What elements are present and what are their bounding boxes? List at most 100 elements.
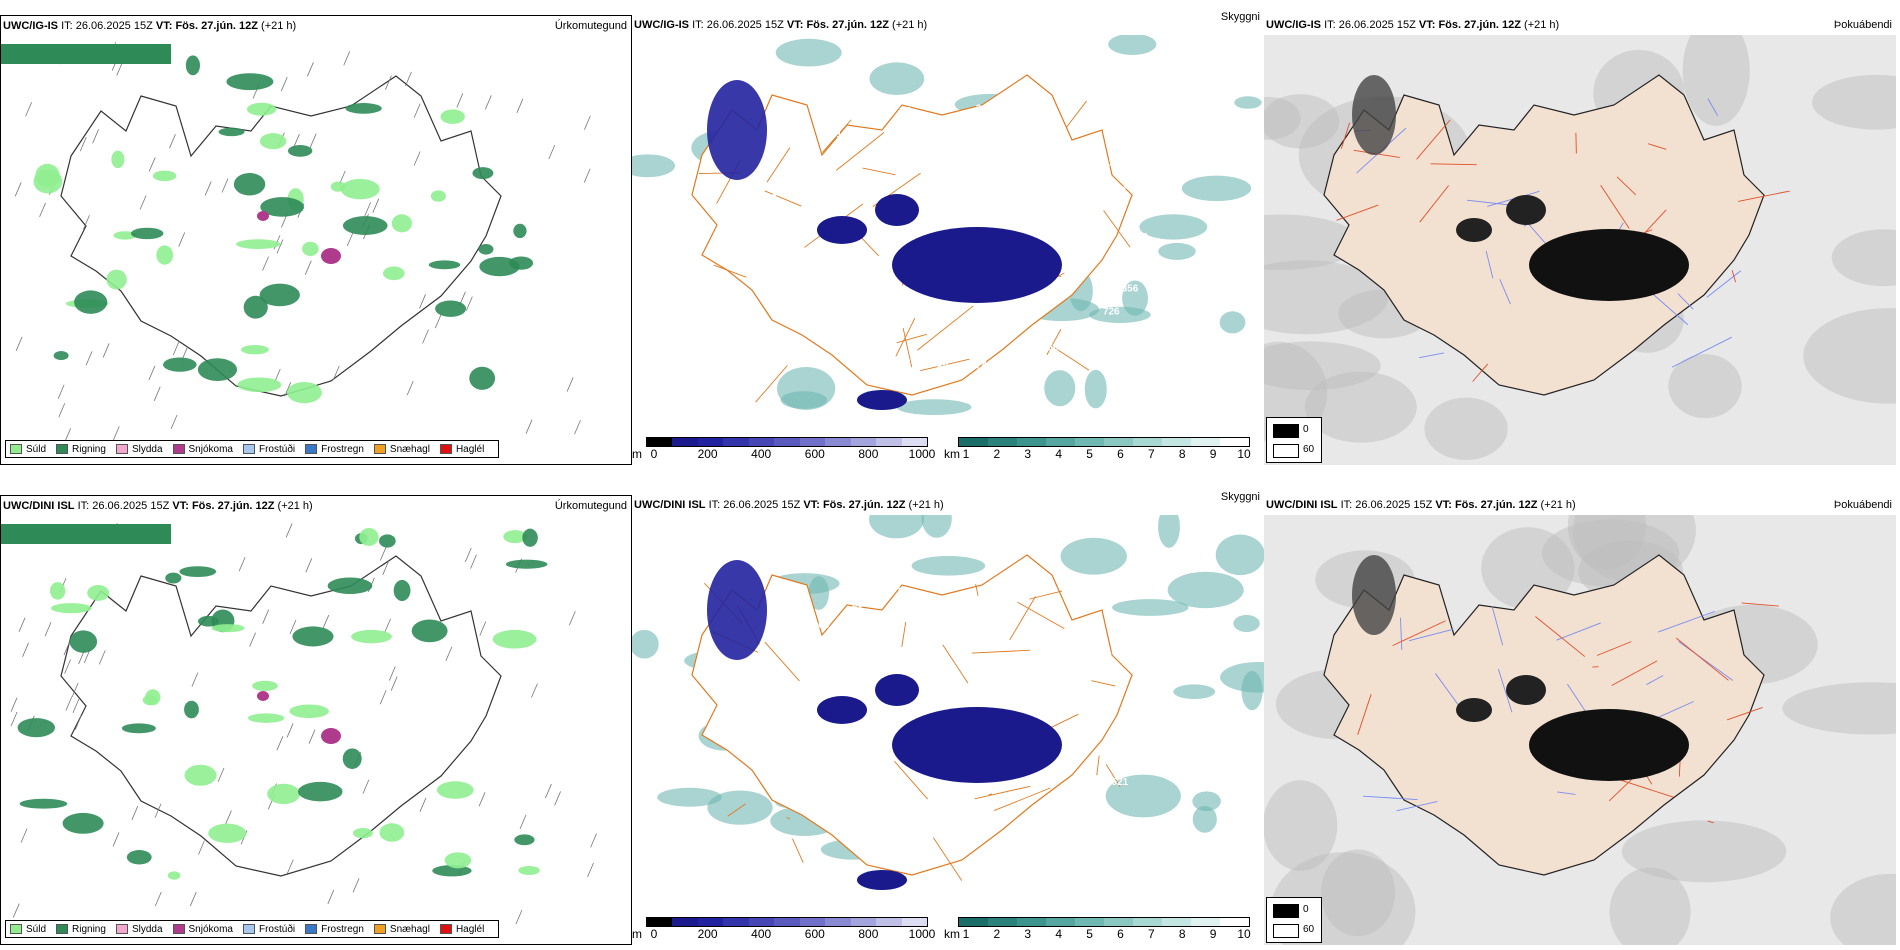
- legend-label: Rigning: [72, 443, 106, 455]
- cloudbase-label: 78: [766, 271, 778, 282]
- road-line: [1430, 163, 1477, 166]
- it-label: IT:: [1340, 499, 1353, 511]
- cloudbase-label: 60: [1048, 342, 1060, 353]
- colorbar-segment: [850, 918, 877, 926]
- wind-barb: [22, 642, 29, 657]
- precip-area: [478, 243, 494, 255]
- road-line: [1596, 641, 1632, 656]
- model-name: UWC/IG-IS: [1266, 19, 1321, 31]
- colorbar-segment: [1162, 918, 1191, 926]
- colorbar-tick: 6: [1117, 927, 1124, 941]
- precip-area: [113, 231, 137, 240]
- cloudbase-label: 67: [831, 335, 843, 346]
- precip-area: [257, 691, 269, 701]
- wind-barb: [217, 767, 225, 783]
- visibility-area: [869, 515, 924, 539]
- wind-barb: [131, 805, 139, 821]
- colorbar-segment: [1133, 918, 1162, 926]
- legend-label-bottom: 60: [1303, 924, 1315, 935]
- visibility-area: [1192, 805, 1217, 833]
- colorbar-segment: [1104, 438, 1133, 446]
- wind-barb: [262, 256, 269, 271]
- colorbar-segment: [901, 438, 927, 446]
- legend-swatch: [242, 444, 255, 454]
- fog-area: [1456, 698, 1492, 722]
- precip-area: [126, 850, 152, 865]
- legend-swatch-light: [1273, 444, 1299, 458]
- colorbar-tick: 3: [1024, 447, 1032, 461]
- wind-barb: [112, 832, 120, 847]
- colorbar-segment: [1017, 438, 1046, 446]
- precip-area: [428, 260, 461, 270]
- road-line: [1396, 800, 1438, 812]
- cloudbase-label: 60: [852, 599, 864, 610]
- cloudbase-label: 481: [1131, 746, 1148, 757]
- road-line: [1499, 279, 1511, 305]
- wind-barb: [79, 136, 87, 152]
- legend-swatch: [10, 444, 22, 454]
- wind-barb: [464, 547, 472, 563]
- cloudbase-label: 31: [898, 586, 910, 597]
- colorbar-tick: 600: [804, 447, 825, 461]
- legend-swatch: [172, 924, 185, 934]
- vt-value: Fös. 27.jún. 12Z: [1454, 499, 1538, 511]
- wind-barb: [574, 420, 581, 435]
- colorbar-tick: 2: [993, 447, 1001, 461]
- colorbar-tick: 8: [1178, 927, 1186, 941]
- wind-barb: [63, 640, 71, 656]
- cloudbase-area: [707, 560, 767, 660]
- colorbar-segment: [748, 438, 775, 446]
- legend-swatch-light: [1273, 924, 1299, 938]
- colorbar-segment: [1017, 918, 1046, 926]
- cloudbase-label: 356: [1122, 283, 1139, 294]
- precip-area: [472, 167, 494, 180]
- legend-label: Snæhagl: [389, 923, 430, 935]
- colorbar-unit: m: [632, 927, 642, 941]
- cloudbase-label: 74: [976, 361, 988, 372]
- road-line: [933, 837, 963, 881]
- visibility-area: [1233, 614, 1260, 633]
- wind-barb: [98, 650, 106, 665]
- colorbar-tick: 5: [1086, 927, 1093, 941]
- lead-time: (+21 h): [892, 19, 928, 31]
- wind-barb: [332, 365, 340, 381]
- panel-header: UWC/DINI ISL IT: 26.06.2025 15Z VT: Fös.…: [3, 498, 629, 514]
- colorbar: [958, 917, 1250, 927]
- precip-area: [509, 256, 534, 270]
- panel-title: Þokuábendi: [1833, 19, 1892, 31]
- wind-barb: [225, 810, 232, 825]
- precip-area: [492, 629, 537, 649]
- wind-barb: [309, 133, 317, 148]
- precip-area: [430, 190, 446, 202]
- cloudbase-label: 55: [898, 838, 910, 849]
- road-line: [1707, 98, 1719, 116]
- cloudbase-label: 35: [947, 582, 959, 593]
- wind-barb: [18, 617, 26, 632]
- colorbar: [646, 917, 928, 927]
- lead-time: (+21 h): [908, 499, 944, 511]
- wind-barb: [83, 215, 90, 230]
- precip-area: [243, 295, 268, 319]
- precip-panel-row1: UWC/IG-IS IT: 26.06.2025 15Z VT: Fös. 27…: [0, 15, 632, 465]
- cloudbase-label: 69: [937, 362, 949, 373]
- road-line: [1658, 610, 1715, 633]
- visibility-area: [657, 787, 722, 807]
- wind-barb: [584, 115, 591, 130]
- fog-panel-row1: UWC/IG-IS IT: 26.06.2025 15Z VT: Fös. 27…: [1264, 15, 1896, 465]
- wind-barb: [25, 102, 33, 117]
- fog-area: [1304, 371, 1417, 443]
- legend-item: Snjókoma: [172, 444, 233, 455]
- colorbar-segment: [1075, 438, 1104, 446]
- precip-area: [211, 624, 245, 633]
- wind-barb: [434, 313, 442, 329]
- wind-barb: [385, 75, 392, 90]
- precip-area: [297, 781, 343, 802]
- visibility-area: [1089, 306, 1151, 323]
- precip-area: [393, 579, 411, 601]
- it-label: IT:: [692, 19, 704, 31]
- legend-swatch: [56, 924, 69, 934]
- precip-area: [444, 852, 472, 869]
- wind-barb: [405, 71, 412, 87]
- visibility-area: [1241, 670, 1263, 711]
- precip-area: [53, 351, 69, 361]
